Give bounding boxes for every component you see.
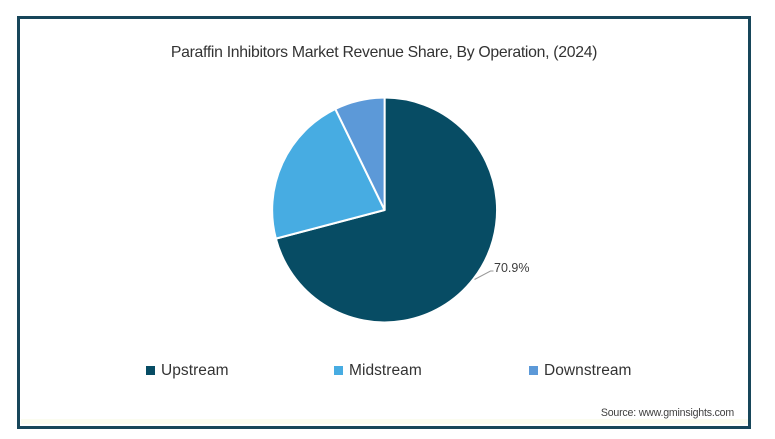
svg-text:70.9%: 70.9% bbox=[494, 261, 529, 275]
